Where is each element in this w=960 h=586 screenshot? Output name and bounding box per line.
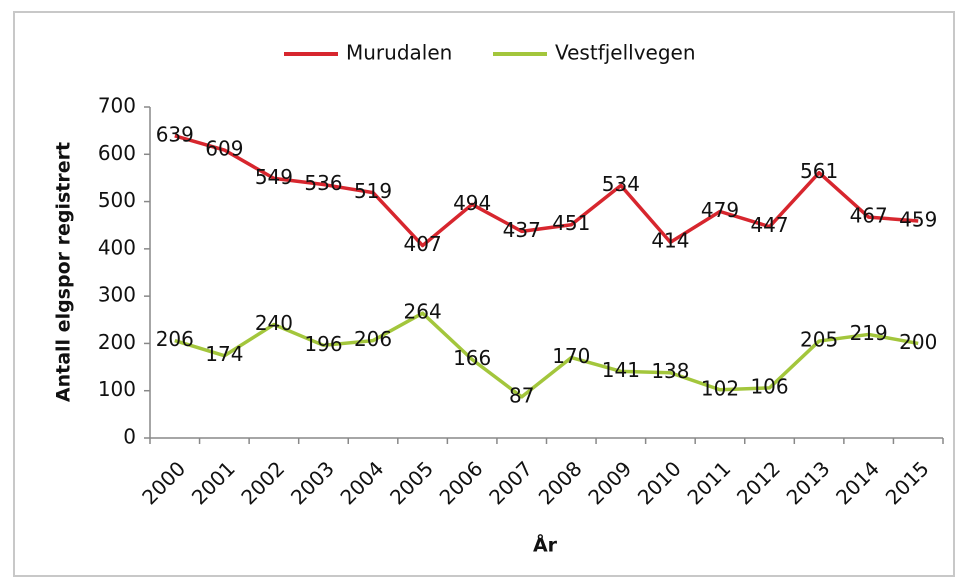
data-label: 205	[800, 328, 838, 352]
data-label: 407	[404, 232, 442, 256]
data-label: 102	[701, 376, 739, 400]
data-label: 519	[354, 179, 392, 203]
data-label: 206	[156, 327, 194, 351]
data-label: 534	[602, 172, 640, 196]
data-label: 459	[899, 207, 937, 231]
data-label: 174	[205, 342, 243, 366]
data-label: 451	[552, 211, 590, 235]
data-label: 494	[453, 191, 491, 215]
y-tick-label: 200	[98, 330, 136, 354]
series-line	[174, 134, 919, 248]
data-label: 106	[750, 374, 788, 398]
data-label: 206	[354, 327, 392, 351]
y-tick-label: 100	[98, 377, 136, 401]
data-label: 264	[404, 300, 442, 324]
chart-border	[13, 11, 955, 577]
x-axis-title: År	[533, 533, 558, 557]
data-label: 549	[255, 165, 293, 189]
data-label: 467	[850, 204, 888, 228]
y-tick-label: 500	[98, 188, 136, 212]
data-label: 196	[304, 332, 342, 356]
series-line	[174, 311, 919, 399]
legend-label: Vestfjellvegen	[555, 41, 696, 65]
data-label: 87	[509, 383, 534, 407]
y-tick-label: 400	[98, 235, 136, 259]
data-label: 138	[651, 359, 689, 383]
data-label: 639	[156, 122, 194, 146]
data-label: 166	[453, 346, 491, 370]
data-label: 240	[255, 311, 293, 335]
data-label: 561	[800, 159, 838, 183]
data-label: 437	[503, 218, 541, 242]
y-tick-label: 700	[98, 94, 136, 118]
y-tick-label: 0	[123, 425, 136, 449]
data-label: 609	[205, 137, 243, 161]
data-label: 170	[552, 344, 590, 368]
data-label: 447	[750, 213, 788, 237]
data-label: 219	[850, 321, 888, 345]
y-axis-title: Antall elgspor registrert	[53, 142, 75, 402]
data-label: 414	[651, 229, 689, 253]
data-label: 141	[602, 358, 640, 382]
data-label: 479	[701, 198, 739, 222]
data-label: 200	[899, 330, 937, 354]
data-label: 536	[304, 171, 342, 195]
y-tick-label: 300	[98, 283, 136, 307]
legend-label: Murudalen	[346, 41, 452, 65]
y-tick-label: 600	[98, 141, 136, 165]
